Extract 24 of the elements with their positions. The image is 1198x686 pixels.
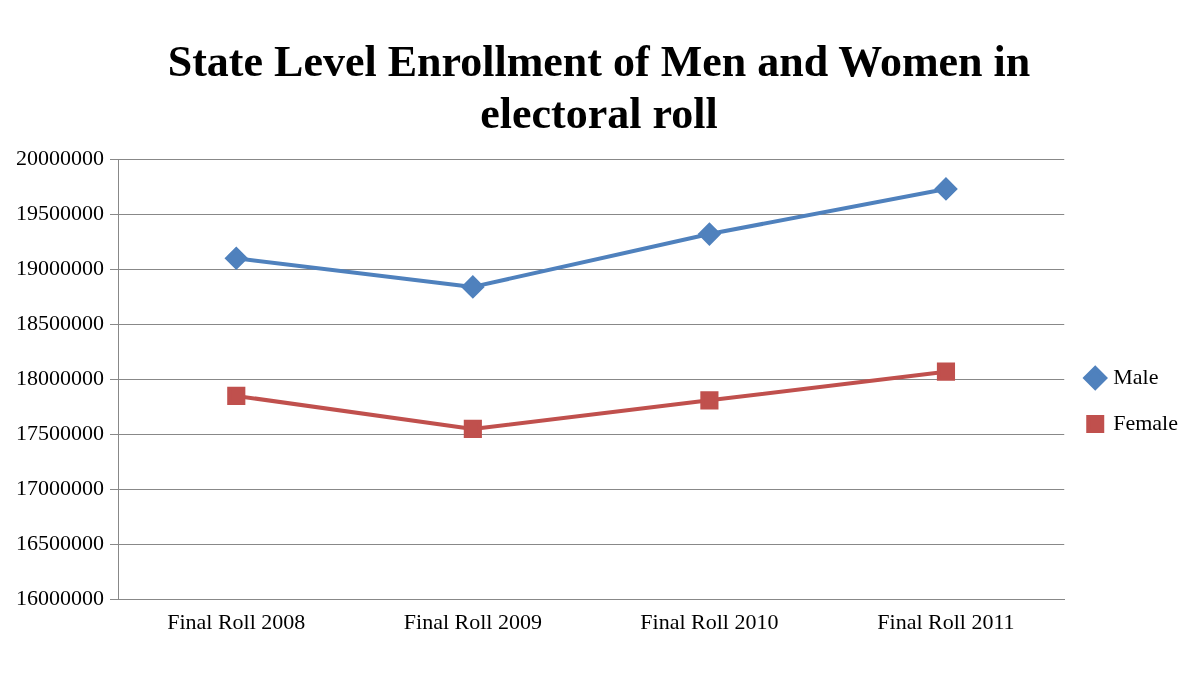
y-tick-label: 18500000 [16,310,104,336]
legend-label: Male [1113,363,1159,389]
y-tick-label: 16000000 [16,585,104,611]
point [936,362,956,381]
point [700,391,719,410]
y-tick-label: 17000000 [16,475,104,501]
y-tick-label: 16500000 [16,530,104,556]
x-tick-label: Final Roll 2010 [640,608,779,634]
y-tick-label: 19500000 [16,200,104,226]
x-tick-label: Final Roll 2011 [877,608,1015,634]
x-tick-label: Final Roll 2009 [403,608,542,634]
y-tick-label: 20000000 [16,144,104,170]
y-tick-label: 19000000 [16,255,104,281]
legend-label: Female [1113,409,1179,435]
y-tick-label: 17500000 [16,420,104,446]
point [463,419,482,439]
point [461,275,484,298]
point [934,177,957,200]
point [698,223,721,246]
y-tick-label: 18000000 [16,365,104,391]
chart-title: State Level Enrollment of Men and Women in electoral roll [166,36,1032,140]
point [225,247,248,270]
point [227,386,246,405]
x-tick-label: Final Roll 2008 [167,608,306,634]
